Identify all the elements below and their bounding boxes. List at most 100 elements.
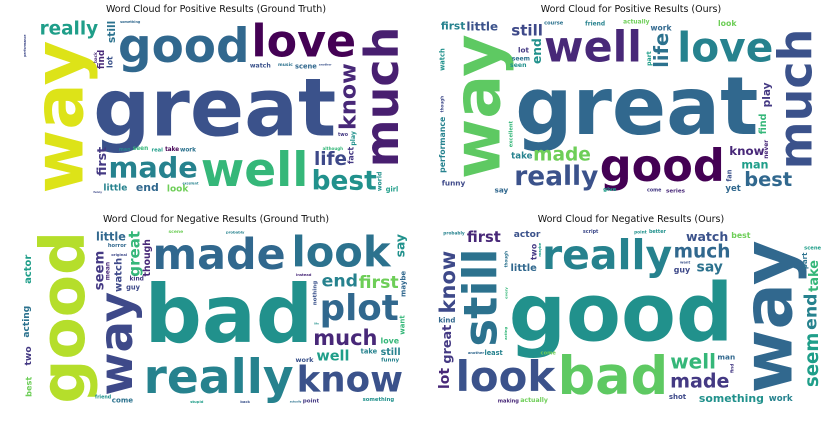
cloud-word: life (314, 149, 347, 170)
cloud-word: scene (804, 246, 821, 252)
cloud-word: say (697, 259, 723, 275)
cloud-word: man (717, 353, 735, 362)
cloud-word: well (670, 349, 716, 373)
cloud-word: though (503, 251, 508, 268)
panel-title: Word Cloud for Negative Results (Ground … (102, 214, 330, 225)
cloud-word: life (650, 33, 673, 68)
cloud-word: good (509, 267, 733, 360)
cloud-word: script (583, 229, 599, 235)
cloud-word: maybe (538, 242, 542, 256)
cloud-word: much (355, 27, 408, 168)
cloud-word: friend (95, 395, 112, 401)
cloud-word: shot (669, 393, 687, 401)
cloud-word: never (764, 140, 770, 159)
cloud-word: well (201, 143, 309, 195)
cloud-word: work (650, 24, 672, 33)
cloud-word: fan (726, 169, 734, 181)
cloud-word: seem (512, 56, 530, 63)
cloud-word: least (484, 349, 502, 357)
cloud-word: way (439, 34, 515, 179)
cloud-word: point (634, 229, 647, 235)
cloud-word: find (729, 364, 735, 373)
cloud-word: friend (585, 21, 605, 27)
cloud-word: something (699, 392, 764, 405)
cloud-word: still (455, 249, 509, 347)
cloud-word: great (515, 60, 758, 153)
cloud-word: best (312, 166, 377, 196)
cloud-word: fact (347, 147, 356, 164)
cloud-word: probably (226, 231, 245, 235)
cloud-word: performance (438, 117, 447, 173)
panel-title: Word Cloud for Positive Results (Ground … (105, 4, 327, 15)
cloud-word: play (761, 82, 773, 107)
word-cloud: great good way well love much made best know life… (22, 19, 408, 195)
cloud-word: funny (442, 179, 466, 188)
cloud-word: made (670, 369, 729, 392)
cloud-word: world (377, 172, 384, 192)
cloud-word: part (646, 51, 653, 66)
cloud-word: though (142, 239, 153, 276)
cloud-word: love (677, 24, 773, 72)
cloud-word: mean (105, 262, 111, 280)
cloud-word: funny (381, 357, 399, 363)
cloud-word: man (741, 158, 768, 171)
cloud-word: actor (514, 230, 541, 240)
cloud-word: excellent (508, 121, 514, 148)
wordcloud-panel-positive-ground-truth: Word Cloud for Positive Results (Ground … (19, 2, 413, 198)
cloud-word: made (533, 144, 591, 165)
cloud-word: stupid (190, 400, 203, 404)
cloud-word: nothing (313, 281, 319, 305)
wordcloud-panel-negative-ours: Word Cloud for Negative Results (Ours) g… (434, 212, 828, 408)
cloud-word: good (118, 19, 250, 74)
cloud-word: give (603, 187, 617, 193)
cloud-word: first (94, 147, 109, 176)
cloud-word: real (152, 148, 164, 154)
cloud-word: horror (108, 243, 127, 249)
cloud-word: little (466, 20, 498, 34)
cloud-word: work (180, 147, 196, 153)
cloud-word: actually (520, 397, 548, 404)
cloud-word: way (728, 240, 808, 393)
cloud-word: look (456, 352, 557, 401)
cloud-word: made (153, 230, 286, 280)
cloud-word: life (314, 322, 319, 326)
cloud-word: know (297, 359, 403, 400)
cloud-word: end (136, 181, 159, 194)
cloud-word: seem (802, 333, 823, 387)
cloud-word: girl (386, 185, 399, 193)
cloud-word: another (319, 63, 332, 67)
cloud-word: take (511, 152, 532, 162)
cloud-word: watch (250, 62, 271, 69)
cloud-word: point (303, 398, 320, 404)
cloud-word: much (769, 29, 823, 170)
cloud-word: know (729, 144, 764, 158)
cloud-word: take (807, 260, 822, 292)
cloud-word: find (97, 50, 107, 70)
cloud-word: much (674, 242, 731, 263)
cloud-word: well (316, 349, 349, 365)
cloud-word: look (167, 185, 189, 195)
cloud-word: look (718, 19, 737, 28)
cloud-word: really (144, 350, 294, 405)
cloud-word: two (530, 243, 539, 260)
cloud-word: look (291, 229, 391, 277)
cloud-word: actually (290, 400, 302, 404)
cloud-word: back (240, 400, 250, 404)
cloud-word: series (666, 189, 686, 195)
cloud-word: first (359, 273, 399, 293)
cloud-word: something (120, 20, 141, 24)
cloud-word: man (119, 148, 131, 153)
cloud-word: back (93, 52, 98, 63)
cloud-word: much (313, 326, 377, 350)
cloud-word: still (511, 22, 543, 40)
cloud-word: say (494, 186, 508, 195)
word-cloud: bad really good made look way know plot great muc… (22, 229, 408, 405)
cloud-word: end (802, 293, 822, 329)
cloud-word: guy (674, 265, 690, 274)
cloud-word: two (23, 346, 34, 365)
wordcloud-panel-positive-ours: Word Cloud for Positive Results (Ours) g… (434, 2, 828, 198)
cloud-word: probably (443, 231, 465, 237)
cloud-word: end (530, 38, 544, 64)
